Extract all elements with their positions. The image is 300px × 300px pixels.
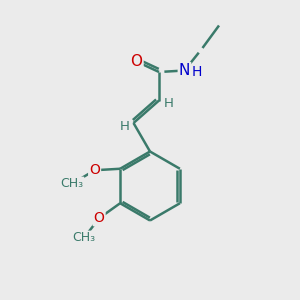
Text: N: N [179, 63, 190, 78]
Text: H: H [120, 119, 130, 133]
Text: O: O [130, 54, 142, 69]
Text: O: O [94, 211, 105, 225]
Text: CH₃: CH₃ [61, 177, 84, 190]
Text: H: H [164, 97, 173, 110]
Text: H: H [192, 65, 202, 79]
Text: O: O [89, 163, 100, 177]
Text: CH₃: CH₃ [73, 231, 96, 244]
